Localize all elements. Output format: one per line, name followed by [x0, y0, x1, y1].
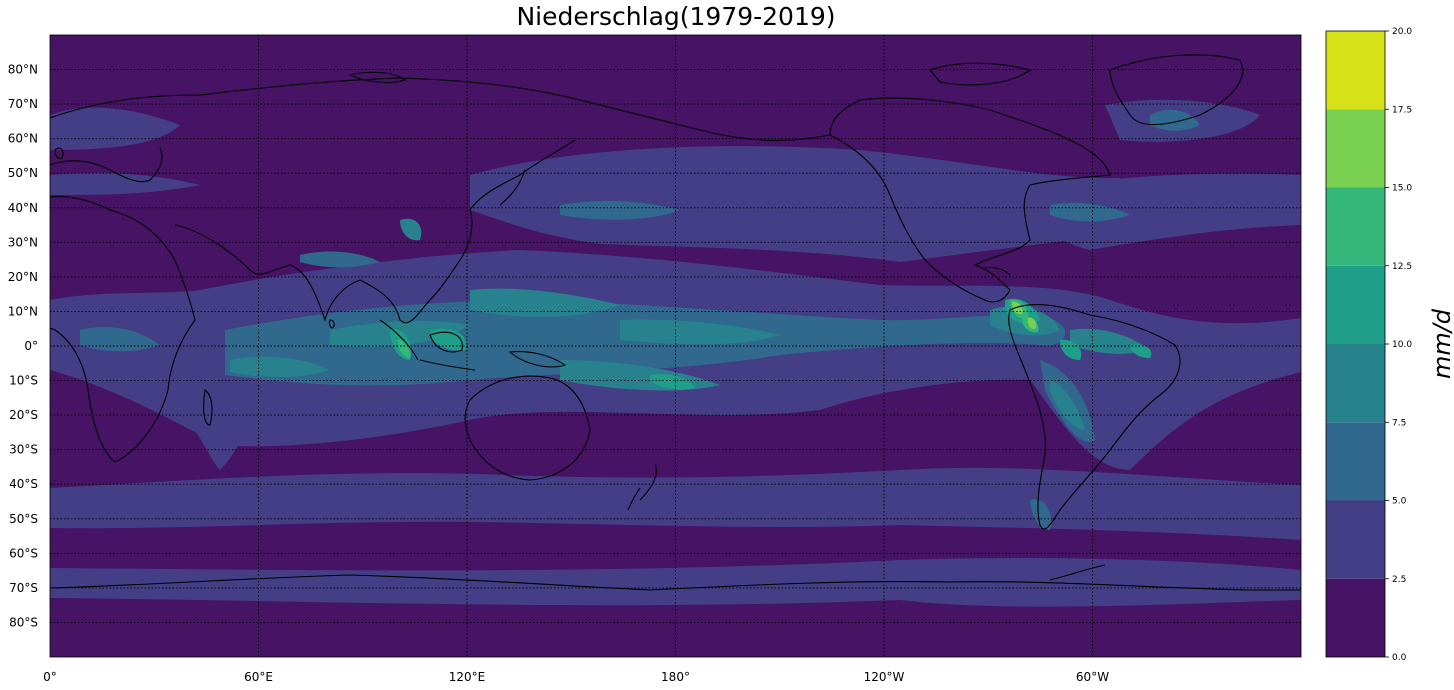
colorbar-block: [1326, 344, 1385, 423]
colorbar-tick-label: 2.5: [1392, 575, 1406, 585]
colorbar-block: [1326, 109, 1385, 188]
colorbar-tick-label: 7.5: [1392, 418, 1406, 428]
lat-tick-label: 30°S: [9, 443, 38, 457]
lat-tick-label: 70°S: [9, 581, 38, 595]
colorbar-blocks: [1326, 31, 1385, 657]
latitude-labels: 80°N 70°N 60°N 50°N 40°N 30°N 20°N 10°N 0° 10°S 20…: [8, 63, 38, 630]
map-frame: [49, 34, 1302, 658]
lon-tick-label: 180°: [661, 670, 690, 684]
lat-tick-label: 60°N: [8, 132, 38, 146]
lat-tick-label: 30°N: [8, 235, 38, 249]
lat-tick-label: 40°N: [8, 201, 38, 215]
map-plot-area: [49, 34, 1302, 658]
colorbar-block: [1326, 265, 1385, 344]
colorbar-block: [1326, 31, 1385, 110]
lat-tick-label: 50°N: [8, 166, 38, 180]
lat-tick-label: 70°N: [8, 97, 38, 111]
lon-tick-label: 0°: [43, 670, 57, 684]
colorbar-block: [1326, 578, 1385, 657]
lat-tick-label: 10°S: [9, 374, 38, 388]
colorbar-tick-label: 12.5: [1392, 262, 1412, 272]
colorbar-block: [1326, 500, 1385, 579]
colorbar-ticks: 0.0 2.5 5.0 7.5 10.0 12.5 15.0 17.5 20.0: [1385, 27, 1412, 663]
colorbar-tick-label: 15.0: [1392, 184, 1412, 194]
colorbar-block: [1326, 187, 1385, 266]
longitude-labels: 0° 60°E 120°E 180° 120°W 60°W: [43, 670, 1109, 684]
lat-tick-label: 80°S: [9, 615, 38, 629]
lat-tick-label: 10°N: [8, 304, 38, 318]
lat-tick-label: 20°S: [9, 408, 38, 422]
contour-level-7p5-10: [230, 218, 1150, 430]
lat-tick-label: 50°S: [9, 512, 38, 526]
colorbar-tick-label: 0.0: [1392, 653, 1407, 663]
lat-tick-label: 80°N: [8, 63, 38, 77]
colorbar-tick-label: 5.0: [1392, 497, 1407, 507]
lon-tick-label: 60°W: [1076, 670, 1109, 684]
colorbar-tick-label: 20.0: [1392, 27, 1412, 37]
colorbar: 0.0 2.5 5.0 7.5 10.0 12.5 15.0 17.5 20.0 mm/d: [1325, 27, 1454, 663]
lat-tick-label: 60°S: [9, 546, 38, 560]
lon-tick-label: 60°E: [244, 670, 273, 684]
lat-tick-label: 40°S: [9, 477, 38, 491]
gridlines: [50, 35, 1301, 657]
lon-tick-label: 120°W: [864, 670, 905, 684]
colorbar-label: mm/d: [1428, 308, 1454, 379]
colorbar-tick-label: 17.5: [1392, 105, 1412, 115]
lon-tick-label: 120°E: [449, 670, 486, 684]
colorbar-block: [1326, 422, 1385, 501]
map-title: Niederschlag(1979-2019): [516, 2, 836, 31]
colorbar-tick-label: 10.0: [1392, 340, 1412, 350]
coastlines: [50, 54, 1301, 591]
lat-tick-label: 20°N: [8, 270, 38, 284]
lat-tick-label: 0°: [24, 339, 38, 353]
